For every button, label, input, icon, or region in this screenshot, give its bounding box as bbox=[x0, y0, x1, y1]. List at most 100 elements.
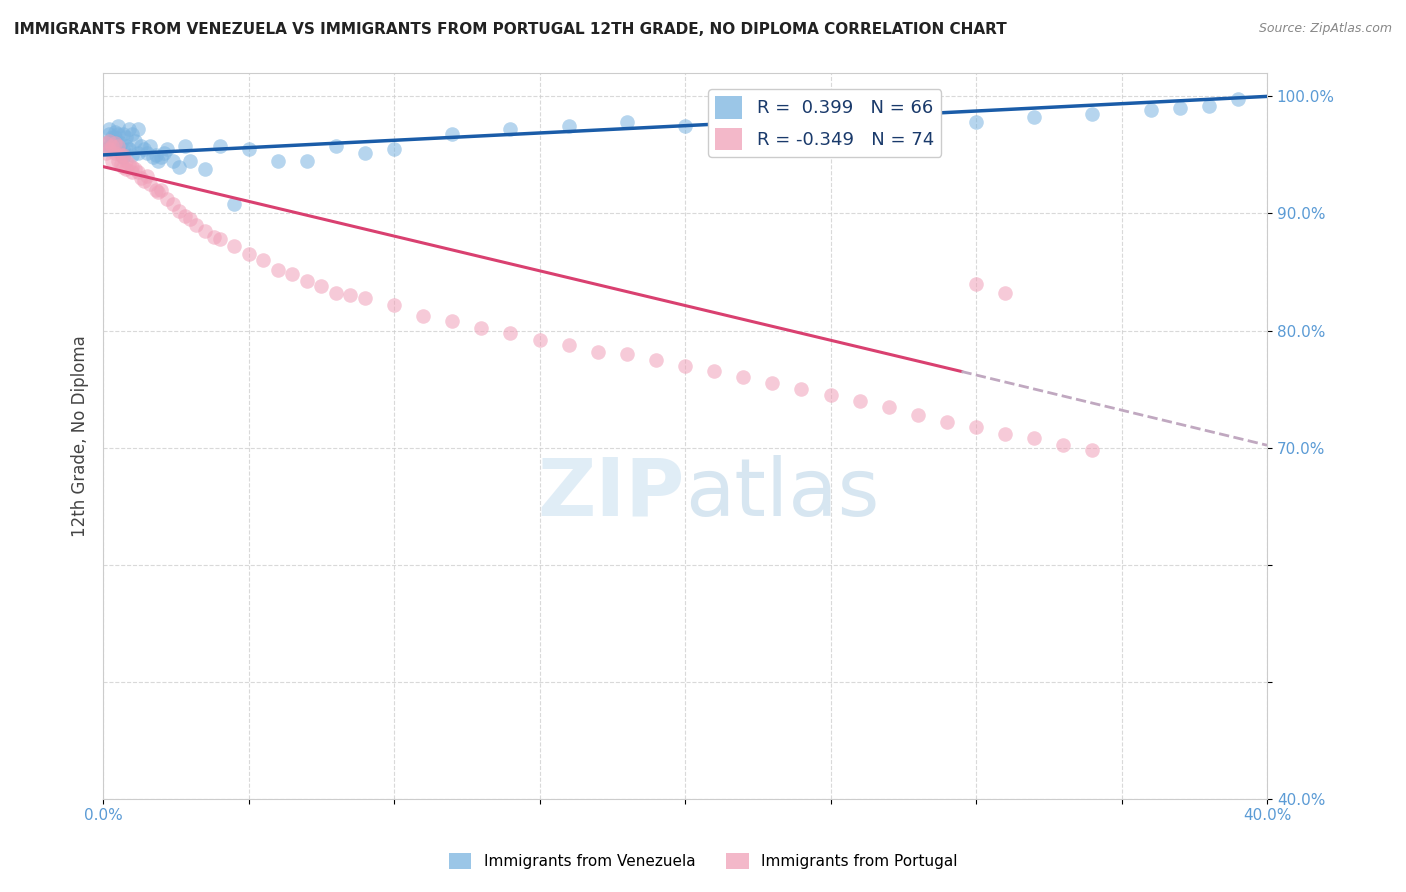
Point bbox=[148, 186, 170, 200]
Point bbox=[132, 142, 155, 156]
Point bbox=[101, 134, 124, 148]
Point bbox=[281, 268, 304, 282]
Point bbox=[1226, 92, 1249, 106]
Point bbox=[156, 193, 179, 207]
Point bbox=[101, 153, 124, 168]
Point bbox=[820, 388, 842, 402]
Point bbox=[118, 122, 141, 136]
Point bbox=[94, 136, 117, 151]
Point bbox=[339, 288, 361, 302]
Point bbox=[107, 119, 129, 133]
Y-axis label: 12th Grade, No Diploma: 12th Grade, No Diploma bbox=[72, 335, 89, 537]
Point bbox=[1081, 107, 1104, 121]
Point bbox=[104, 145, 127, 160]
Point bbox=[382, 298, 405, 312]
Point bbox=[645, 352, 668, 367]
Point bbox=[94, 136, 117, 151]
Point bbox=[124, 134, 146, 148]
Point bbox=[101, 130, 124, 145]
Point bbox=[907, 408, 929, 422]
Point bbox=[156, 142, 179, 156]
Point bbox=[101, 138, 124, 153]
Point bbox=[107, 138, 129, 153]
Point bbox=[1139, 103, 1161, 118]
Point bbox=[557, 119, 579, 133]
Point bbox=[877, 400, 900, 414]
Point bbox=[97, 122, 120, 136]
Point bbox=[761, 376, 783, 391]
Point bbox=[529, 333, 551, 347]
Point bbox=[295, 274, 318, 288]
Point bbox=[112, 142, 135, 156]
Point bbox=[1024, 111, 1046, 125]
Point bbox=[148, 153, 170, 168]
Point bbox=[616, 115, 638, 129]
Point bbox=[112, 127, 135, 141]
Point bbox=[107, 153, 129, 168]
Point bbox=[790, 382, 813, 396]
Point bbox=[1168, 101, 1191, 115]
Point bbox=[252, 253, 274, 268]
Point bbox=[194, 224, 217, 238]
Point bbox=[121, 160, 143, 174]
Point bbox=[173, 209, 195, 223]
Point bbox=[112, 160, 135, 174]
Point bbox=[101, 138, 124, 153]
Point bbox=[127, 165, 149, 179]
Point bbox=[470, 321, 492, 335]
Legend: R =  0.399   N = 66, R = -0.349   N = 74: R = 0.399 N = 66, R = -0.349 N = 74 bbox=[709, 89, 942, 157]
Point bbox=[965, 419, 987, 434]
Point bbox=[153, 145, 176, 160]
Point bbox=[820, 119, 842, 133]
Point bbox=[110, 148, 132, 162]
Point bbox=[1052, 438, 1074, 452]
Point bbox=[115, 138, 138, 153]
Point bbox=[97, 134, 120, 148]
Point bbox=[115, 153, 138, 168]
Point bbox=[162, 197, 184, 211]
Point bbox=[238, 142, 260, 156]
Point bbox=[150, 150, 173, 164]
Point bbox=[179, 153, 201, 168]
Point bbox=[110, 145, 132, 160]
Point bbox=[118, 157, 141, 171]
Point bbox=[94, 145, 117, 160]
Point bbox=[936, 415, 959, 429]
Point bbox=[121, 165, 143, 179]
Point bbox=[441, 314, 464, 328]
Point bbox=[150, 183, 173, 197]
Point bbox=[110, 136, 132, 151]
Point bbox=[112, 148, 135, 162]
Point bbox=[499, 122, 522, 136]
Point bbox=[673, 119, 696, 133]
Point bbox=[311, 279, 333, 293]
Point bbox=[118, 142, 141, 156]
Point bbox=[325, 138, 347, 153]
Point bbox=[97, 127, 120, 141]
Point bbox=[267, 262, 290, 277]
Point bbox=[124, 161, 146, 176]
Point bbox=[104, 136, 127, 151]
Point bbox=[208, 232, 231, 246]
Point bbox=[1024, 431, 1046, 445]
Point bbox=[145, 148, 167, 162]
Text: IMMIGRANTS FROM VENEZUELA VS IMMIGRANTS FROM PORTUGAL 12TH GRADE, NO DIPLOMA COR: IMMIGRANTS FROM VENEZUELA VS IMMIGRANTS … bbox=[14, 22, 1007, 37]
Point bbox=[104, 130, 127, 145]
Point bbox=[354, 291, 377, 305]
Point bbox=[202, 230, 225, 244]
Point bbox=[222, 197, 245, 211]
Point bbox=[673, 359, 696, 373]
Point bbox=[107, 142, 129, 156]
Point bbox=[965, 115, 987, 129]
Point bbox=[129, 138, 152, 153]
Text: atlas: atlas bbox=[685, 455, 880, 533]
Point bbox=[127, 145, 149, 160]
Point bbox=[499, 326, 522, 340]
Text: ZIP: ZIP bbox=[538, 455, 685, 533]
Point bbox=[115, 161, 138, 176]
Point bbox=[222, 239, 245, 253]
Point bbox=[135, 145, 157, 160]
Text: Source: ZipAtlas.com: Source: ZipAtlas.com bbox=[1258, 22, 1392, 36]
Point bbox=[208, 138, 231, 153]
Point bbox=[238, 247, 260, 261]
